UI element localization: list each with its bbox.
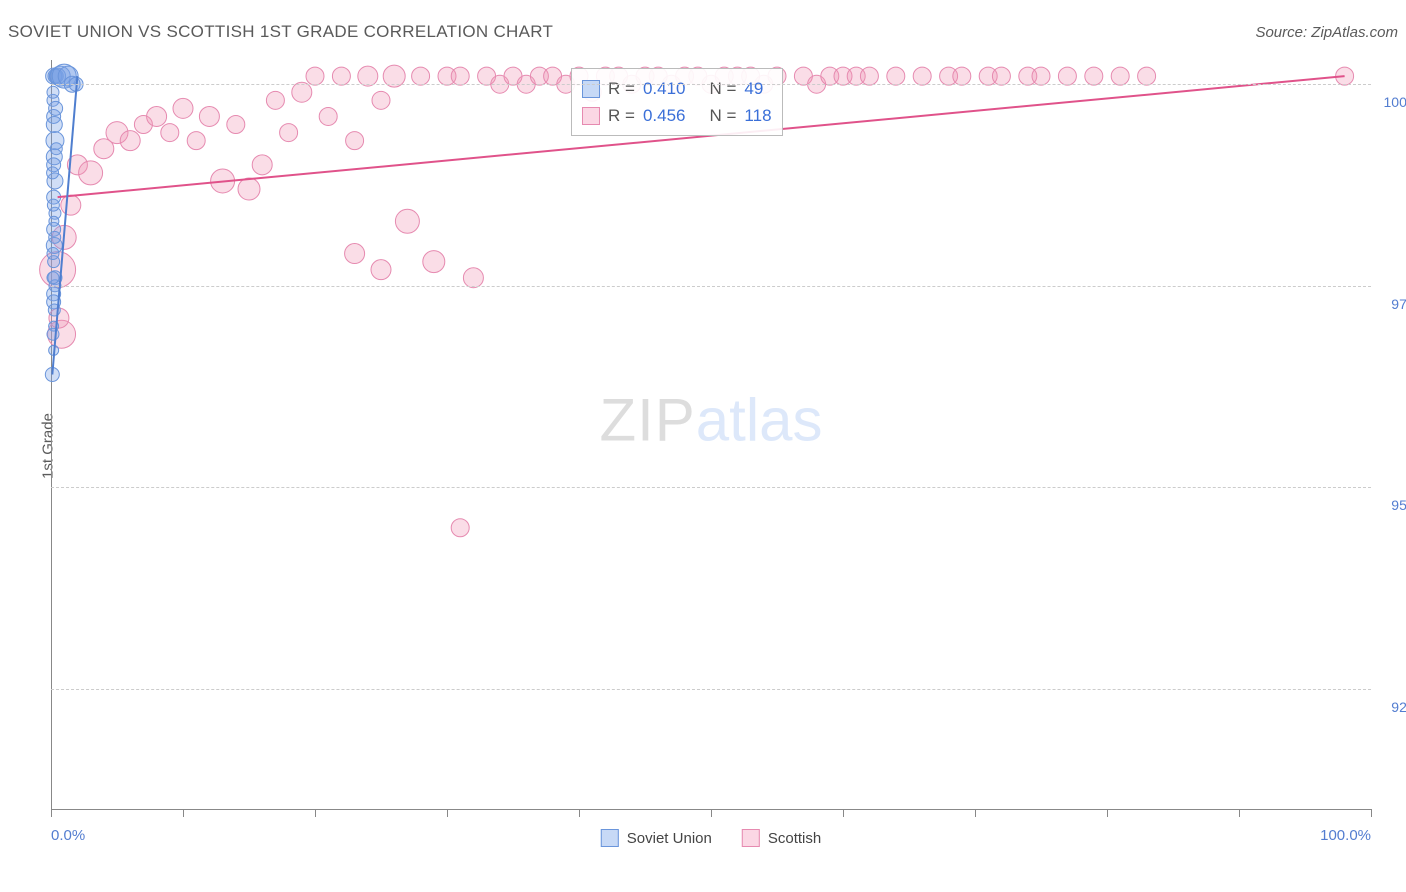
x-tick — [1371, 809, 1372, 817]
swatch-soviet — [582, 80, 600, 98]
legend-item-soviet: Soviet Union — [601, 829, 712, 847]
grid-line — [51, 84, 1371, 85]
data-point — [451, 67, 469, 85]
x-tick — [51, 809, 52, 817]
data-point — [345, 244, 365, 264]
x-axis-min-label: 0.0% — [51, 827, 85, 844]
n-label-2: N = — [709, 102, 736, 129]
data-point — [395, 209, 419, 233]
data-point — [49, 101, 63, 115]
stats-row-soviet: R = 0.410 N = 49 — [582, 75, 772, 102]
x-tick — [315, 809, 316, 817]
legend-swatch-soviet — [601, 829, 619, 847]
data-point — [50, 143, 62, 155]
data-point — [463, 268, 483, 288]
chart-source: Source: ZipAtlas.com — [1255, 24, 1398, 41]
data-point — [1058, 67, 1076, 85]
data-point — [358, 66, 378, 86]
data-point — [187, 132, 205, 150]
data-point — [319, 107, 337, 125]
data-point — [252, 155, 272, 175]
data-point — [372, 91, 390, 109]
data-point — [423, 251, 445, 273]
data-point — [913, 67, 931, 85]
data-point — [47, 86, 59, 98]
data-point — [412, 67, 430, 85]
data-point — [47, 199, 59, 211]
legend-swatch-scottish — [742, 829, 760, 847]
chart-header: SOVIET UNION VS SCOTTISH 1ST GRADE CORRE… — [8, 22, 1398, 42]
bottom-legend: Soviet Union Scottish — [601, 829, 821, 847]
data-point — [451, 519, 469, 537]
x-tick — [1239, 809, 1240, 817]
data-point — [47, 248, 59, 260]
grid-line — [51, 487, 1371, 488]
data-point — [1085, 67, 1103, 85]
chart-plot-area: ZIPatlas R = 0.410 N = 49 R = 0.456 N = … — [51, 60, 1371, 810]
chart-title: SOVIET UNION VS SCOTTISH 1ST GRADE CORRE… — [8, 22, 553, 42]
data-point — [161, 124, 179, 142]
y-tick-label: 95.0% — [1376, 497, 1406, 513]
data-point — [1032, 67, 1050, 85]
x-axis-max-label: 100.0% — [1320, 827, 1371, 844]
data-point — [306, 67, 324, 85]
data-point — [1111, 67, 1129, 85]
y-tick-label: 92.5% — [1376, 699, 1406, 715]
y-tick-label: 100.0% — [1376, 94, 1406, 110]
x-tick — [1107, 809, 1108, 817]
legend-item-scottish: Scottish — [742, 829, 821, 847]
x-tick — [843, 809, 844, 817]
data-point — [1138, 67, 1156, 85]
data-point — [953, 67, 971, 85]
data-point — [147, 106, 167, 126]
soviet-r-value: 0.410 — [643, 75, 686, 102]
data-point — [46, 117, 62, 133]
x-tick — [183, 809, 184, 817]
grid-line — [51, 286, 1371, 287]
data-point — [266, 91, 284, 109]
data-point — [238, 178, 260, 200]
n-label: N = — [709, 75, 736, 102]
stats-row-scottish: R = 0.456 N = 118 — [582, 102, 772, 129]
swatch-scottish — [582, 107, 600, 125]
scatter-svg — [51, 60, 1371, 809]
data-point — [371, 260, 391, 280]
data-point — [227, 116, 245, 134]
grid-line — [51, 689, 1371, 690]
legend-label-soviet: Soviet Union — [627, 830, 712, 847]
data-point — [79, 161, 103, 185]
data-point — [120, 131, 140, 151]
legend-label-scottish: Scottish — [768, 830, 821, 847]
r-label-2: R = — [608, 102, 635, 129]
data-point — [61, 195, 81, 215]
x-tick — [447, 809, 448, 817]
data-point — [49, 216, 59, 226]
soviet-n-value: 49 — [744, 75, 763, 102]
data-point — [332, 67, 350, 85]
data-point — [49, 231, 61, 243]
x-tick — [579, 809, 580, 817]
data-point — [346, 132, 364, 150]
data-point — [292, 82, 312, 102]
data-point — [860, 67, 878, 85]
data-point — [887, 67, 905, 85]
data-point — [47, 328, 59, 340]
data-point — [47, 167, 59, 179]
data-point — [173, 98, 193, 118]
stats-legend: R = 0.410 N = 49 R = 0.456 N = 118 — [571, 68, 783, 136]
x-tick — [975, 809, 976, 817]
y-tick-label: 97.5% — [1376, 296, 1406, 312]
data-point — [47, 272, 59, 284]
data-point — [199, 106, 219, 126]
scottish-r-value: 0.456 — [643, 102, 686, 129]
data-point — [280, 124, 298, 142]
data-point — [992, 67, 1010, 85]
x-tick — [711, 809, 712, 817]
r-label: R = — [608, 75, 635, 102]
scottish-n-value: 118 — [744, 102, 771, 129]
